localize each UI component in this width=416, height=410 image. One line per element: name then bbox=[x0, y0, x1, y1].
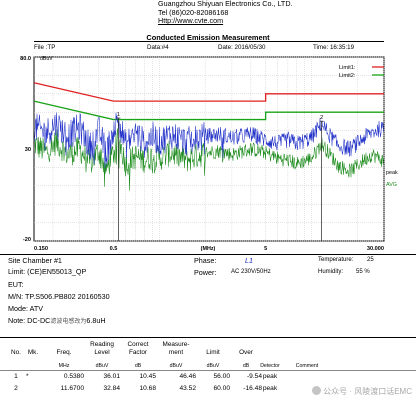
axis-labels: 80.0 30 -20 dBuV 0.150 0.5 5 30.000 (MHz) peak AVG bbox=[20, 56, 398, 252]
table-unit-cell: dB bbox=[242, 363, 250, 369]
table-unit-cell: Comment bbox=[295, 363, 319, 369]
humidity-value: 55 % bbox=[356, 269, 370, 275]
table-unit-cell: dBuV bbox=[206, 363, 220, 369]
table-cell-reading: 36.01 bbox=[103, 373, 120, 380]
x-tick-label: 0.5 bbox=[110, 246, 118, 252]
series-label-peak: peak bbox=[386, 170, 398, 176]
power-label: Power: bbox=[194, 268, 217, 277]
eut-label: EUT: bbox=[8, 280, 24, 289]
table-header-cell: Measure- ment bbox=[162, 341, 190, 356]
limit-legend-label: Limit2: bbox=[339, 73, 356, 79]
marker-label: 1 bbox=[117, 112, 120, 118]
traces bbox=[33, 112, 385, 191]
table-cell-factor: 10.45 bbox=[139, 373, 156, 380]
table-top-rule bbox=[0, 337, 416, 338]
limit-line-1 bbox=[33, 82, 384, 102]
table-cell-no: 2 bbox=[14, 385, 18, 392]
watermark-text: 公众号 · 风陵渡口话EMC bbox=[323, 387, 412, 396]
limit-lines: Limit1: Limit2: bbox=[33, 65, 384, 121]
limit-label: Limit: (CE)EN55013_QP bbox=[8, 267, 87, 276]
x-unit-label: (MHz) bbox=[201, 246, 216, 252]
table-cell-mk: * bbox=[26, 373, 29, 380]
table-cell-limit: 60.00 bbox=[213, 385, 230, 392]
x-tick-label: 5 bbox=[264, 246, 267, 252]
chart-grid bbox=[34, 56, 385, 242]
table-unit-cell: MHz bbox=[58, 363, 70, 369]
markers: 12 bbox=[116, 112, 324, 241]
peak-trace bbox=[33, 112, 385, 169]
table-units-rule bbox=[0, 370, 416, 371]
phase-value: L1 bbox=[245, 256, 253, 265]
file-label: File :TP bbox=[34, 44, 56, 51]
table-cell-no: 1 bbox=[14, 373, 18, 380]
watermark: 公众号 · 风陵渡口话EMC bbox=[312, 386, 412, 397]
table-header-cell: Mk. bbox=[27, 349, 39, 356]
table-cell-factor: 10.68 bbox=[139, 385, 156, 392]
company-name: Guangzhou Shiyuan Electronics Co., LTD. bbox=[158, 0, 293, 8]
avg-trace bbox=[33, 128, 385, 191]
company-url[interactable]: Http://www.cvte.com bbox=[158, 16, 224, 26]
y-unit-label: dBuV bbox=[40, 56, 53, 62]
note-value: 6.8uH bbox=[86, 316, 106, 325]
report-title: Conducted Emission Measurement bbox=[146, 33, 270, 42]
x-tick-label: 30.000 bbox=[367, 246, 384, 252]
marker-label: 2 bbox=[320, 115, 323, 121]
wechat-icon bbox=[312, 386, 322, 395]
table-cell-detector: peak bbox=[262, 373, 278, 380]
table-cell-measurement: 43.52 bbox=[179, 385, 196, 392]
limit-legend-label: Limit1: bbox=[339, 65, 356, 71]
temperature-label: Temperature: bbox=[318, 257, 354, 263]
temperature-value: 25 bbox=[367, 257, 374, 263]
y-tick-label: -20 bbox=[23, 237, 31, 243]
table-cell-freq: 0.5380 bbox=[63, 373, 84, 380]
data-label: Data:#4 bbox=[147, 44, 169, 51]
table-cell-freq: 11.6700 bbox=[60, 385, 84, 392]
table-header-cell: Over bbox=[239, 349, 253, 356]
title-rule bbox=[34, 41, 384, 42]
table-cell-measurement: 46.46 bbox=[179, 373, 196, 380]
company-header: Guangzhou Shiyuan Electronics Co., LTD. … bbox=[158, 0, 293, 26]
table-header-cell: No. bbox=[11, 349, 21, 356]
site-label: Site Chamber #1 bbox=[8, 256, 62, 265]
limit-line-2 bbox=[33, 100, 384, 121]
table-unit-cell: Detector bbox=[260, 363, 280, 369]
y-tick-label: 80.0 bbox=[20, 56, 31, 62]
mode-label: Mode: ATV bbox=[8, 304, 44, 313]
y-tick-label: 30 bbox=[25, 147, 31, 153]
table-header-cell: Reading Level bbox=[90, 341, 114, 356]
table-unit-cell: dBuV bbox=[95, 363, 109, 369]
table-cell-over: -9.54 bbox=[246, 373, 262, 380]
table-cell-over: -16.48 bbox=[243, 385, 262, 392]
mn-label: M/N: TP.S506.PB802 20160530 bbox=[8, 292, 110, 301]
note-label: Note: DC-DC滤波电感改为6.8uH bbox=[8, 316, 106, 325]
phase-label: Phase: bbox=[194, 256, 217, 265]
note-chinese: 滤波电感改为 bbox=[50, 319, 87, 325]
table-unit-cell: dB bbox=[134, 363, 142, 369]
table-header-cell: Freq. bbox=[56, 349, 72, 356]
x-tick-label: 0.150 bbox=[34, 246, 48, 252]
note-prefix: Note: DC-DC bbox=[8, 316, 51, 325]
table-cell-detector: peak bbox=[262, 385, 278, 392]
power-value: AC 230V/50Hz bbox=[231, 269, 271, 275]
company-tel: Tel (86)020-82086168 bbox=[158, 7, 229, 17]
table-header-cell: Limit bbox=[206, 349, 220, 356]
time-label: Time: 16:35:19 bbox=[313, 44, 355, 51]
humidity-label: Humidity: bbox=[318, 269, 344, 275]
table-cell-limit: 56.00 bbox=[213, 373, 230, 380]
series-label-avg: AVG bbox=[386, 182, 397, 188]
table-unit-cell: dBuV bbox=[169, 363, 183, 369]
table-cell-reading: 32.84 bbox=[103, 385, 120, 392]
date-label: Date: 2016/05/30 bbox=[218, 44, 266, 51]
table-header-cell: Correct Factor bbox=[127, 341, 149, 356]
info-rule bbox=[0, 254, 416, 255]
